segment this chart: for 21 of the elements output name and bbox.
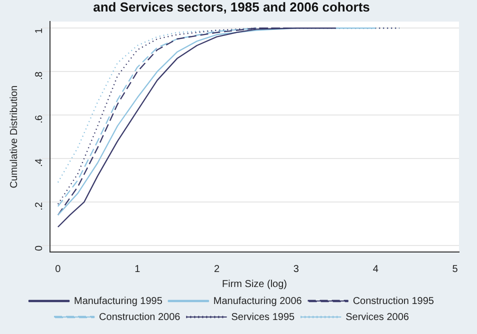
y-tick-label: .2 [34, 202, 45, 210]
y-tick-label: .6 [34, 114, 45, 124]
y-tick-label: 1 [34, 28, 45, 34]
y-axis-title: Cumulative Distribution [8, 85, 20, 188]
x-tick-label: 2 [214, 264, 220, 275]
y-tick-label: .4 [34, 158, 45, 167]
legend-label: Services 2006 [346, 312, 410, 323]
legend-label: Construction 1995 [352, 296, 434, 307]
y-tick-label: .8 [34, 71, 45, 80]
legend-label: Construction 2006 [99, 312, 181, 323]
x-axis-title: Firm Size (log) [222, 278, 288, 290]
x-tick-label: 5 [452, 264, 458, 275]
chart-title: and Services sectors, 1985 and 2006 cohorts [93, 0, 370, 14]
x-tick-label: 0 [55, 264, 62, 275]
legend-label: Services 1995 [231, 312, 296, 323]
y-tick-label: 0 [34, 245, 45, 252]
x-tick-label: 1 [134, 264, 141, 275]
x-tick-label: 3 [293, 264, 300, 275]
legend-label: Manufacturing 2006 [213, 296, 302, 307]
x-tick-label: 4 [372, 264, 379, 275]
legend-label: Manufacturing 1995 [74, 296, 163, 307]
